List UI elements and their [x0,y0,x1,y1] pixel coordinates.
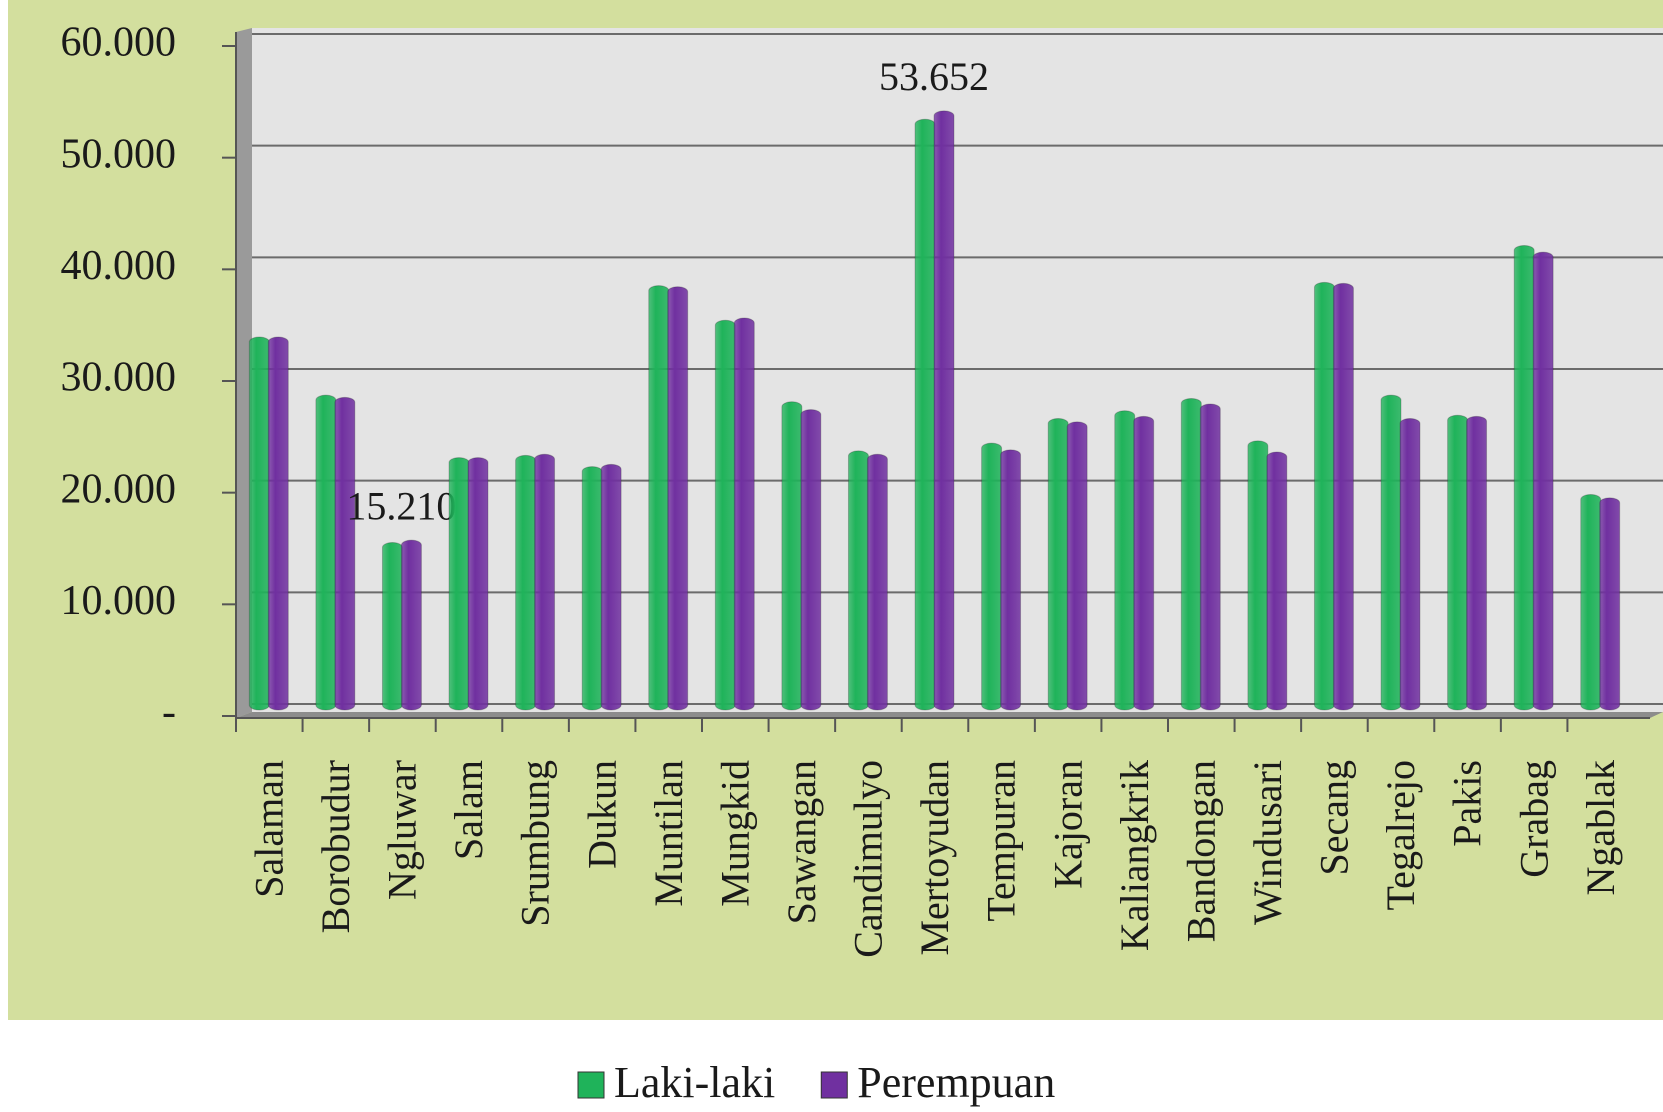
bar [781,401,803,711]
x-tick-label: Dukun [579,760,624,869]
floor [236,712,1663,718]
bar [381,542,403,711]
bar [1532,251,1554,711]
bar [1332,282,1354,711]
bar [667,286,689,711]
x-tick-label: Grabag [1511,760,1556,878]
x-tick-label: Windusari [1245,760,1290,925]
bar [315,394,337,711]
x-tick-label: Kaliangkrik [1112,760,1157,951]
bar [866,453,888,711]
x-tick-label: Muntilan [646,760,691,907]
bar [648,285,670,711]
bar [1133,415,1155,711]
data-label: 15.210 [346,483,456,528]
x-tick-label: Secang [1312,760,1357,876]
x-tick-label: Pakis [1445,760,1490,847]
x-tick-label: Candimulyo [846,760,891,958]
x-tick-label: Sawangan [779,760,824,924]
bar [714,319,736,711]
bar [581,466,603,711]
side-wall [236,28,252,718]
bar [334,396,356,711]
legend: Laki-laki Perempuan [577,1058,1055,1107]
bar [448,457,470,711]
x-tick-label: Tempuran [979,760,1024,922]
bar [267,336,289,711]
bar [914,118,936,711]
legend-label: Laki-laki [614,1058,775,1107]
y-tick-label: 20.000 [61,466,177,512]
y-tick-label: 30.000 [61,355,177,401]
x-tick-label: Borobudur [313,760,358,933]
legend-swatch [577,1071,605,1099]
bar [1180,397,1202,711]
bar [1066,421,1088,711]
bar [1000,449,1022,711]
y-tick-label: 60.000 [61,20,177,66]
x-tick-label: Mungkid [712,760,757,907]
x-tick-label: Srumbung [513,760,558,927]
x-tick-label: Ngluwar [380,760,425,900]
bar [1580,493,1602,711]
x-tick-label: Ngablak [1578,760,1623,896]
bar [933,110,955,711]
x-tick-label: Bandongan [1178,760,1223,942]
bar [515,454,537,711]
x-tick-label: Tegalrejo [1378,760,1423,910]
bar [534,453,556,711]
bar [847,450,869,711]
y-tick-label: - [162,690,176,736]
bar [1199,403,1221,711]
x-tick-label: Mertoyudan [912,760,957,956]
bar [981,442,1003,711]
bar [1047,418,1069,711]
bar [1313,281,1335,711]
legend-swatch [820,1071,848,1099]
bar [1114,410,1136,711]
legend-label: Perempuan [857,1058,1055,1107]
y-tick-label: 40.000 [61,243,177,289]
bar [1599,497,1621,711]
y-tick-label: 50.000 [61,131,177,177]
bar [1466,415,1488,711]
x-tick-label: Kajoran [1045,760,1090,889]
bar [1380,394,1402,711]
data-label: 53.652 [879,54,989,99]
bar [800,409,822,711]
bar [1399,418,1421,711]
bar [1266,451,1288,711]
x-tick-label: Salaman [246,760,291,898]
bar [1513,244,1535,711]
bar [400,539,422,711]
bar [1447,414,1469,711]
bar [1247,440,1269,711]
bar [733,317,755,711]
y-tick-label: 10.000 [61,578,177,624]
bar [467,457,489,711]
x-tick-label: Salam [446,760,491,860]
bar [600,463,622,711]
bar [248,336,270,711]
